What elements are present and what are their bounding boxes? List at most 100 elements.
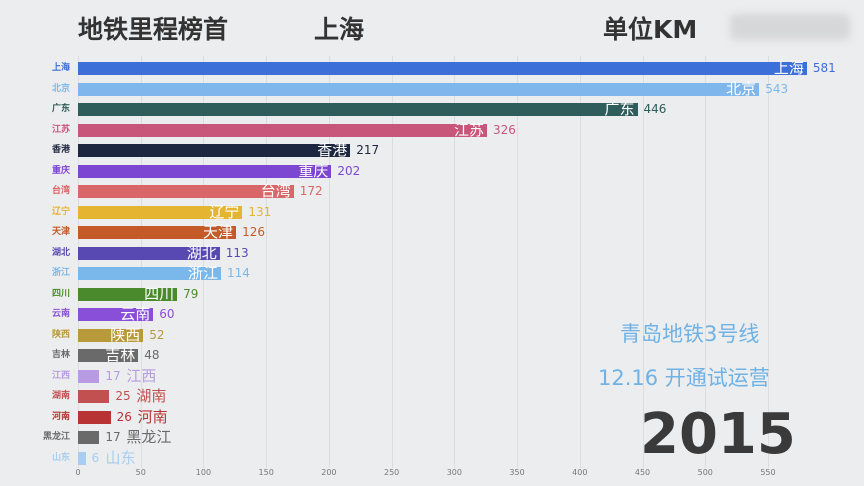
value-label: 131 xyxy=(248,204,272,219)
category-label: 吉林 xyxy=(51,350,70,360)
category-label: 上海 xyxy=(51,63,70,73)
category-label: 香港 xyxy=(51,145,70,155)
bar: 河南 xyxy=(78,408,168,425)
value-label: 52 xyxy=(149,327,165,342)
x-tick-label: 100 xyxy=(195,468,212,477)
category-label: 北京 xyxy=(51,83,70,94)
bar-name-label: 香港 xyxy=(317,141,348,159)
bar: 江西 xyxy=(78,367,156,384)
gridline xyxy=(454,56,456,468)
x-tick-label: 350 xyxy=(509,468,525,477)
gridline xyxy=(203,56,205,468)
bar-name-label: 广东 xyxy=(604,100,635,118)
value-label: 17 xyxy=(105,430,121,444)
gridline xyxy=(140,56,142,468)
leader-label: 上海 xyxy=(314,15,365,44)
value-label: 26 xyxy=(116,409,132,424)
category-label: 山东 xyxy=(51,452,70,463)
bar: 湖南 xyxy=(78,388,166,405)
category-label: 江西 xyxy=(51,370,70,381)
bar-name-label: 天津 xyxy=(203,223,234,241)
x-tick-label: 250 xyxy=(383,468,400,477)
bar: 台湾 xyxy=(78,182,294,200)
bar-name-label: 吉林 xyxy=(105,346,136,364)
bar: 黑龙江 xyxy=(78,429,171,446)
value-label: 126 xyxy=(242,225,265,239)
bar: 上海 xyxy=(78,60,807,77)
category-label: 广东 xyxy=(51,104,70,114)
category-label: 台湾 xyxy=(51,186,70,196)
annotation-line1: 青岛地铁3号线 xyxy=(620,322,760,346)
gridline xyxy=(767,56,769,468)
value-label: 217 xyxy=(356,143,380,157)
bar-name-label: 山东 xyxy=(105,448,136,467)
bar: 天津 xyxy=(78,223,237,241)
bar: 江苏 xyxy=(78,120,487,139)
bar-name-label: 台湾 xyxy=(260,182,291,200)
bar: 北京 xyxy=(78,79,760,98)
value-label: 543 xyxy=(765,81,789,96)
value-label: 17 xyxy=(105,368,121,383)
x-tick-label: 0 xyxy=(75,468,81,477)
category-label: 辽宁 xyxy=(51,206,70,217)
bar-name-label: 云南 xyxy=(120,305,151,323)
value-label: 60 xyxy=(159,307,175,321)
category-label: 黑龙江 xyxy=(42,432,70,442)
bar-name-label: 北京 xyxy=(726,79,757,98)
category-label: 重庆 xyxy=(51,165,70,176)
watermark xyxy=(730,14,850,40)
x-tick-label: 200 xyxy=(321,468,337,477)
bar-name-label: 重庆 xyxy=(298,161,329,180)
bar-name-label: 辽宁 xyxy=(209,202,240,221)
value-label: 114 xyxy=(227,266,250,280)
value-label: 326 xyxy=(492,122,516,137)
category-label: 四川 xyxy=(51,288,70,299)
gridline xyxy=(328,56,330,468)
x-tick-label: 300 xyxy=(446,468,462,477)
bar-name-label: 浙江 xyxy=(187,264,218,282)
bar: 辽宁 xyxy=(78,202,243,221)
bar: 四川 xyxy=(78,284,178,303)
value-label: 202 xyxy=(337,163,361,178)
category-label: 天津 xyxy=(51,227,70,237)
x-tick-label: 550 xyxy=(760,468,776,477)
bar-name-label: 江苏 xyxy=(453,120,484,139)
bar: 重庆 xyxy=(78,161,332,180)
bar: 山东 xyxy=(78,449,136,466)
x-tick-label: 150 xyxy=(258,468,274,477)
bar-name-label: 黑龙江 xyxy=(126,428,172,446)
bar-name-label: 湖北 xyxy=(186,243,217,262)
value-label: 25 xyxy=(115,389,131,403)
gridline xyxy=(579,56,581,468)
gridline xyxy=(78,56,79,468)
bar: 香港 xyxy=(78,141,351,159)
value-label: 79 xyxy=(183,286,199,301)
chart-title: 地铁里程榜首 xyxy=(78,15,229,44)
unit-label: 单位KM xyxy=(603,15,698,44)
category-label: 浙江 xyxy=(51,268,70,278)
bar: 陕西 xyxy=(78,326,144,343)
category-label: 湖北 xyxy=(51,247,70,258)
value-label: 581 xyxy=(812,61,836,75)
gridline xyxy=(266,56,268,468)
bar: 广东 xyxy=(78,100,638,118)
bar-name-label: 四川 xyxy=(144,284,175,303)
value-label: 113 xyxy=(225,245,249,260)
category-label: 陕西 xyxy=(51,329,70,340)
bar-name-label: 江西 xyxy=(126,366,157,385)
bar: 浙江 xyxy=(78,264,221,282)
gridline xyxy=(517,56,519,468)
x-tick-label: 450 xyxy=(634,468,651,477)
value-label: 48 xyxy=(144,348,160,362)
annotation-line2: 12.16 开通试运营 xyxy=(598,366,770,390)
year-label: 2015 xyxy=(640,402,796,467)
gridline xyxy=(705,56,707,468)
value-label: 446 xyxy=(643,102,667,116)
gridline xyxy=(642,56,644,468)
bar: 吉林 xyxy=(78,346,139,364)
value-label: 172 xyxy=(299,184,323,198)
x-tick-label: 500 xyxy=(697,468,713,477)
bar-name-label: 河南 xyxy=(137,407,168,426)
bar-name-label: 湖南 xyxy=(136,387,167,405)
